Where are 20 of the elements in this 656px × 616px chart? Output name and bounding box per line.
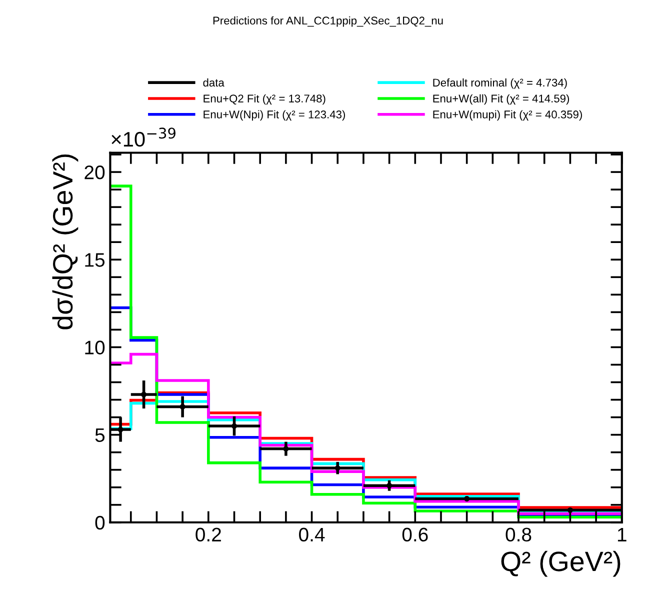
y-tick-label: 0: [95, 516, 105, 530]
legend-label: Enu+W(mupi) Fit (χ² = 40.359): [433, 110, 582, 121]
legend-label: data: [203, 78, 224, 87]
x-tick-label: 1: [618, 528, 626, 542]
x-tick-label: 0.4: [299, 528, 325, 542]
y-tick-label: 5: [95, 428, 105, 442]
legend-label: Default rominal (χ² = 4.734): [433, 78, 567, 89]
y-tick-label: 10: [85, 340, 105, 354]
y-tick-label: 20: [84, 166, 105, 180]
text: ×10$^{−39}$: [112, 128, 176, 147]
x-tick-label: 0.8: [506, 528, 532, 542]
legend-label: Enu+W(Npi) Fit (χ² = 123.43): [204, 110, 345, 121]
x-tick-label: 0.2: [196, 528, 221, 542]
legend-label: Enu+Q2 Fit (χ² = 13.748): [204, 94, 326, 105]
x-tick-label: 0.6: [402, 528, 428, 542]
legend-label: Enu+W(all) Fit (χ² = 414.59): [433, 94, 570, 105]
y-axis-title: dσ/dQ² (GeV²): [52, 154, 78, 330]
chart-title: Predictions for ANL_CC1ppip_XSec_1DQ2_nu: [213, 16, 443, 27]
x-axis-title: Q² (GeV²): [501, 550, 620, 577]
y-tick-label: 15: [85, 253, 105, 267]
